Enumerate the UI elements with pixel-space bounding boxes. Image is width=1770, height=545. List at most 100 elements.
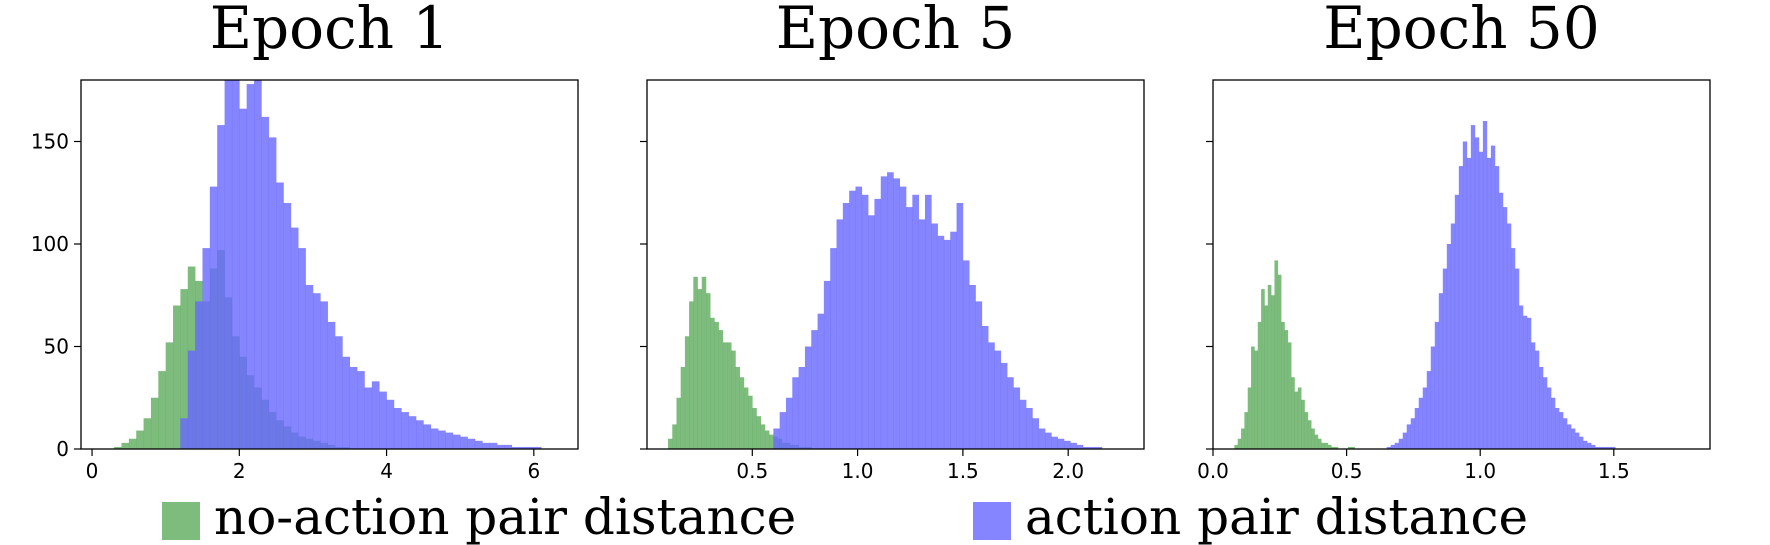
action-bar (298, 248, 306, 449)
action-bar (342, 356, 351, 449)
plot-frame (646, 79, 1145, 450)
no-action-bar (1251, 346, 1255, 449)
legend-label-no-action: no-action pair distance (214, 488, 796, 545)
no-action-bar (1351, 446, 1355, 449)
action-bar (1490, 145, 1496, 449)
plot-frame (80, 79, 579, 450)
no-action-bar (1267, 285, 1272, 449)
action-bar (526, 446, 535, 449)
action-bar (1032, 418, 1040, 449)
action-bar (931, 223, 938, 449)
action-bar (1394, 442, 1400, 449)
action-bar (1522, 315, 1528, 449)
action-bar (981, 326, 989, 449)
action-bar (600, 445, 608, 449)
x-tick-label: 1.5 (947, 459, 979, 483)
action-bar (511, 446, 520, 449)
legend-swatch-action (973, 502, 1011, 540)
no-action-bar (718, 330, 724, 449)
action-bar (364, 387, 373, 449)
no-action-bar (1311, 428, 1315, 449)
action-bar (1494, 166, 1500, 449)
action-bar (305, 285, 314, 449)
action-bar (283, 203, 292, 449)
no-action-bar (1334, 446, 1339, 449)
action-bar (1051, 436, 1058, 449)
action-bar (1611, 446, 1616, 449)
action-bar (1478, 151, 1484, 449)
action-bar (1057, 438, 1065, 449)
action-bar (327, 321, 336, 449)
action-bar (268, 137, 277, 449)
x-tick-label: 6 (527, 459, 540, 483)
no-action-bar (1274, 260, 1279, 449)
no-action-bar (710, 317, 715, 449)
no-action-bar (128, 438, 137, 449)
no-action-bar (121, 442, 130, 449)
action-bar (335, 336, 343, 449)
action-bar (423, 424, 432, 449)
action-bar (1070, 442, 1077, 449)
action-bar (1563, 418, 1568, 449)
action-bar (1583, 440, 1588, 449)
action-bar (1470, 125, 1476, 449)
action-bar (1466, 157, 1472, 449)
action-bar (452, 434, 461, 449)
action-bar (1390, 444, 1395, 449)
action-bar (430, 428, 439, 449)
no-action-bar (1237, 438, 1242, 449)
no-action-bar (1257, 321, 1262, 449)
action-bar (937, 235, 945, 449)
no-action-bar (1327, 444, 1332, 449)
no-action-bar (165, 342, 174, 449)
action-bar (1474, 137, 1480, 449)
action-bar (950, 231, 957, 449)
action-bar (1000, 362, 1008, 449)
no-action-bar (714, 321, 719, 449)
action-bar (482, 442, 490, 449)
action-bar (811, 330, 818, 449)
action-bar (994, 350, 1002, 449)
action-bar (1575, 432, 1580, 449)
action-bar (1530, 342, 1536, 449)
no-action-bar (1277, 274, 1282, 449)
legend: no-action pair distance action pair dista… (162, 488, 1528, 545)
action-bar (988, 342, 995, 449)
action-bar (1482, 121, 1488, 449)
no-action-bar (180, 289, 189, 449)
action-bar (1607, 446, 1612, 449)
action-bar (1076, 444, 1084, 449)
chart-panel-3: Epoch 50 0.0 0.5 1.0 1.5 (1197, 0, 1711, 483)
no-action-bar (1261, 289, 1265, 449)
action-bar (379, 391, 387, 449)
action-bar (842, 203, 850, 449)
no-action-bar (735, 367, 740, 449)
action-bar (246, 84, 255, 449)
no-action-bar (731, 350, 736, 449)
no-action-bar (1301, 399, 1305, 449)
action-bar (1095, 446, 1103, 449)
action-bar (849, 190, 856, 449)
action-bar (1555, 408, 1560, 449)
action-bar (1013, 387, 1021, 449)
action-bar (217, 125, 225, 449)
action-bar (1571, 428, 1576, 449)
x-tick-label: 0 (86, 459, 99, 483)
no-action-bar (748, 395, 753, 449)
y-tick-label: 0 (56, 437, 69, 461)
action-bar (1410, 418, 1416, 449)
action-bar (357, 371, 365, 449)
chart-title: Epoch 5 (776, 0, 1016, 62)
no-action-bar (756, 416, 762, 449)
action-bar (474, 440, 483, 449)
y-tick-label: 50 (44, 335, 69, 359)
no-action-bar (1291, 377, 1295, 449)
action-bar (1063, 440, 1071, 449)
action-bar (1026, 408, 1033, 449)
action-bar (1402, 432, 1408, 449)
no-action-bar (1321, 442, 1325, 449)
action-bar (254, 80, 262, 449)
action-bar (868, 215, 875, 449)
no-action-bar (676, 397, 681, 449)
action-bar (1038, 428, 1046, 449)
